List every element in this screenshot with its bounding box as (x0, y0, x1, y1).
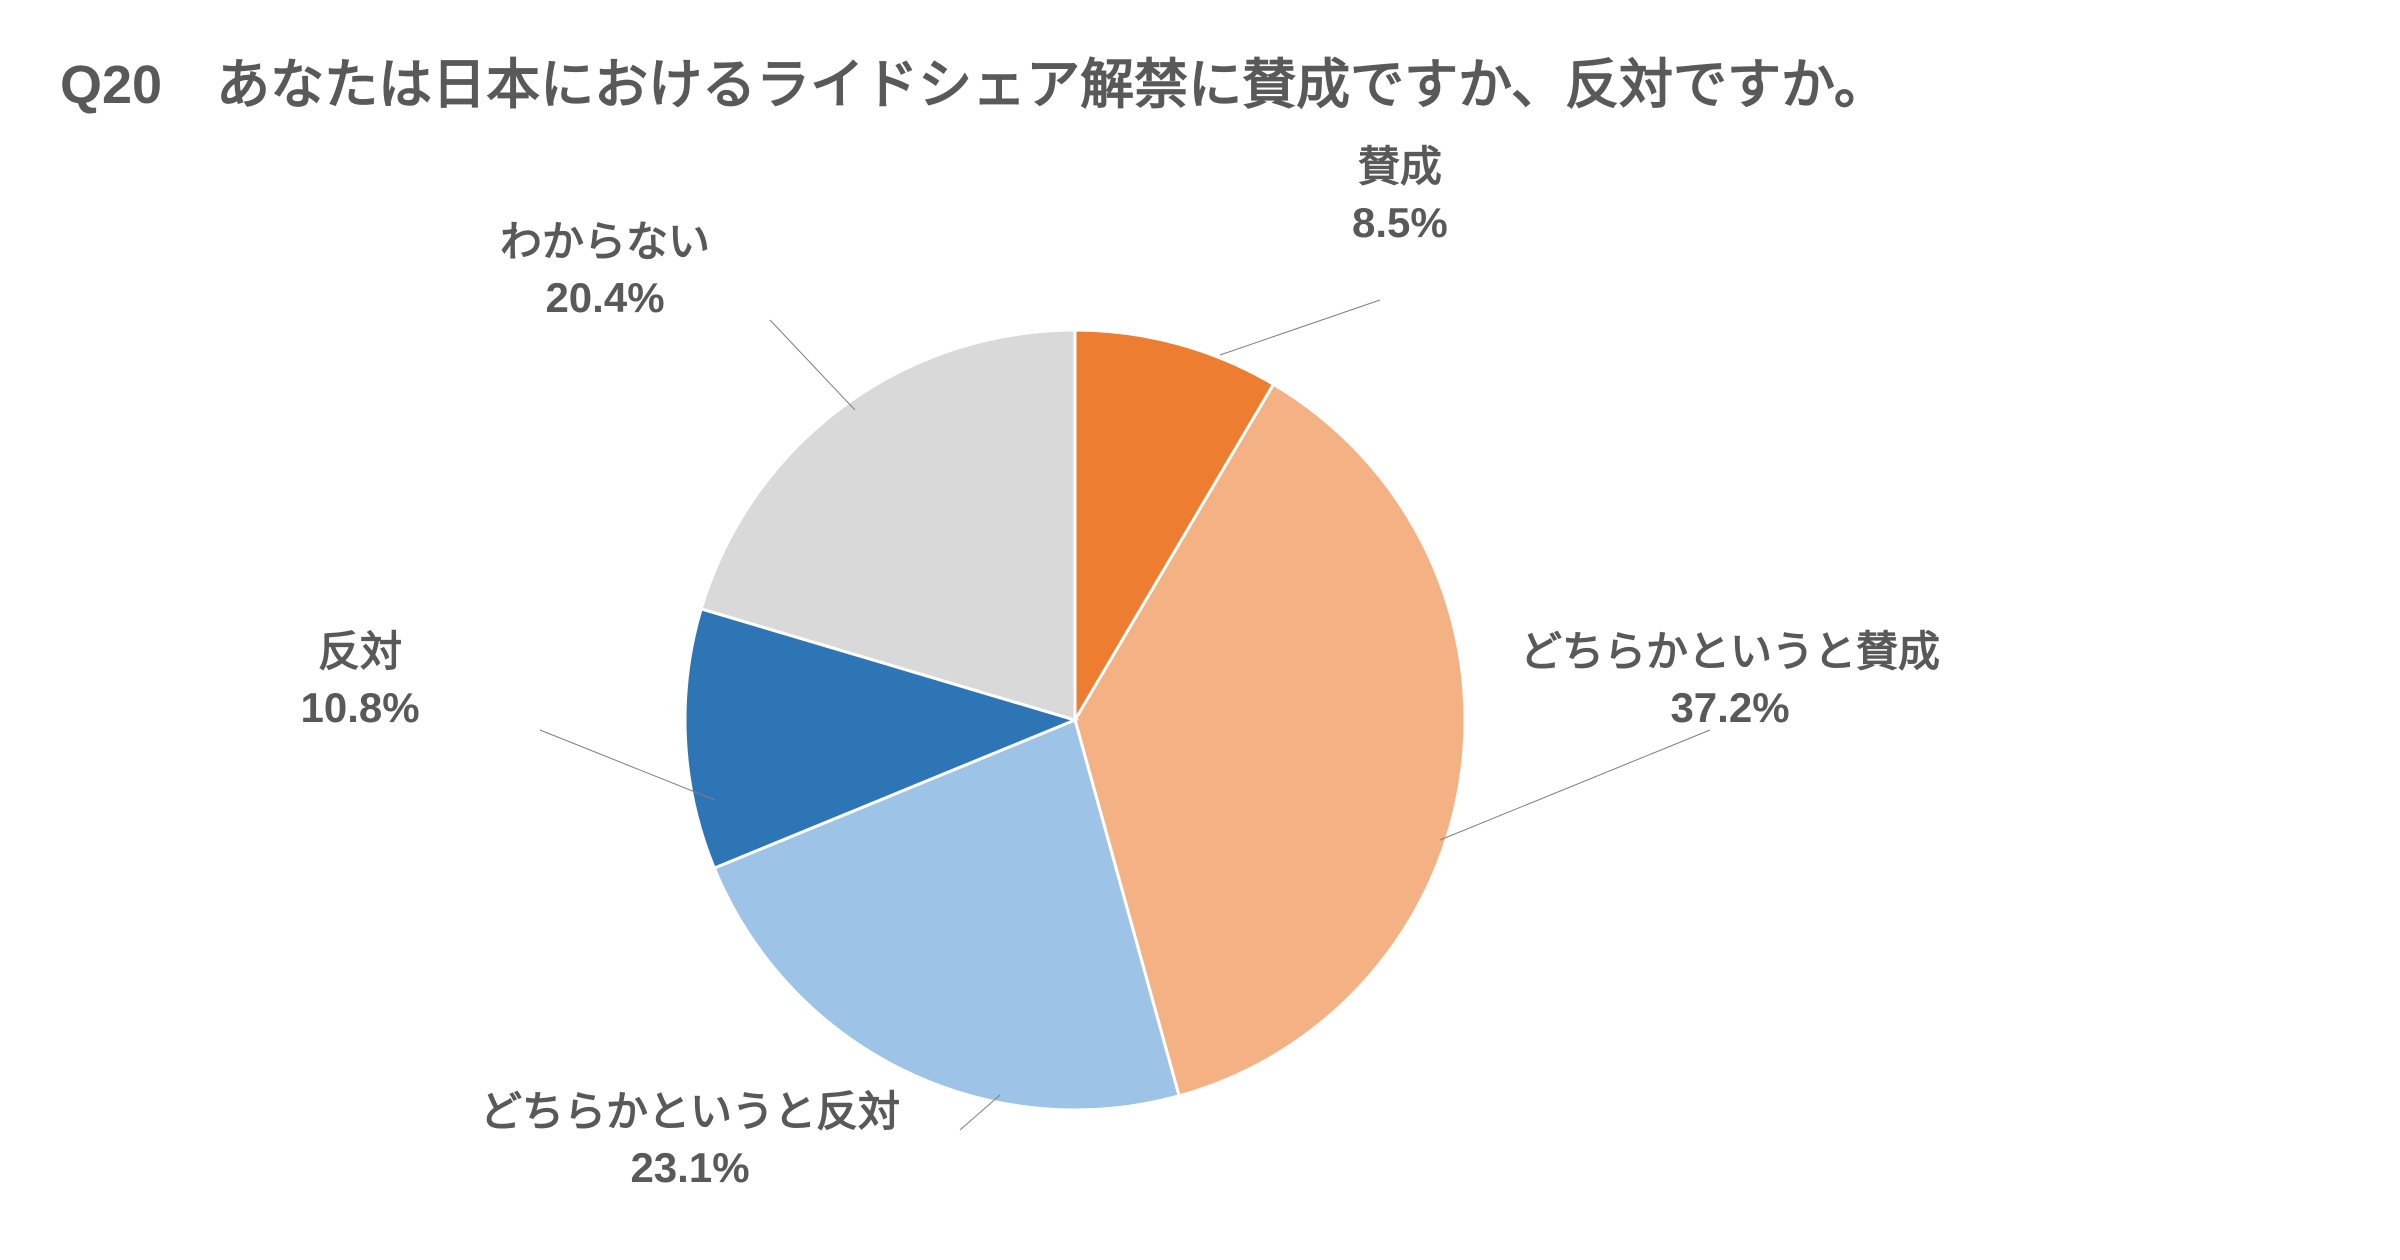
labels-layer: 賛成8.5% どちらかというと賛成37.2% どちらかというと反対23.1% 反対10… (0, 0, 2400, 1260)
slice-label-percent: 20.4% (500, 270, 710, 327)
slice-label-name: どちらかというと賛成 (1520, 624, 1940, 681)
slice-label-percent: 23.1% (480, 1140, 900, 1197)
slice-label-name: 反対 (301, 624, 420, 681)
slice-label-sansei: 賛成8.5% (1352, 139, 1448, 252)
slice-label-dochira_hantai: どちらかというと反対23.1% (480, 1084, 900, 1197)
slice-label-dochira_sansei: どちらかというと賛成37.2% (1520, 624, 1940, 737)
slice-label-percent: 10.8% (301, 680, 420, 737)
slice-label-name: わからない (500, 214, 710, 271)
slice-label-hantai: 反対10.8% (301, 624, 420, 737)
slice-label-name: どちらかというと反対 (480, 1084, 900, 1141)
slice-label-name: 賛成 (1352, 139, 1448, 196)
slice-label-percent: 37.2% (1520, 680, 1940, 737)
slice-label-wakaranai: わからない20.4% (500, 214, 710, 327)
slice-label-percent: 8.5% (1352, 195, 1448, 252)
